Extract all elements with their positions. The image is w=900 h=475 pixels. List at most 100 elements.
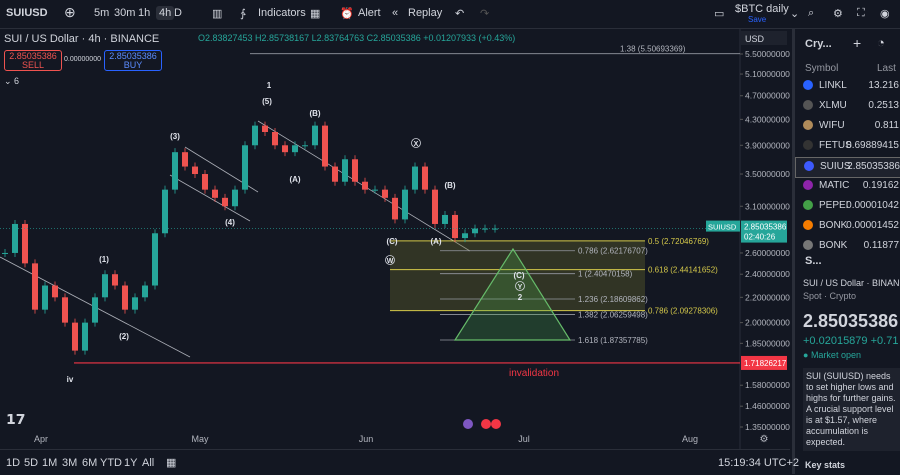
watch-row[interactable]: BONK 0.00001452 bbox=[795, 217, 900, 236]
settings[interactable]: ⚙ bbox=[833, 8, 843, 20]
candle bbox=[42, 285, 48, 310]
add-watch[interactable]: + bbox=[853, 35, 862, 51]
interval[interactable]: 5m bbox=[94, 7, 110, 19]
status: Market open bbox=[810, 350, 861, 360]
candle bbox=[362, 181, 368, 190]
wave-label: 1 bbox=[267, 81, 272, 90]
candle bbox=[212, 189, 218, 198]
details-symbol: S... bbox=[805, 255, 822, 267]
interval[interactable]: 4h bbox=[156, 6, 175, 20]
exchange: BINANCE bbox=[872, 278, 900, 288]
row-icon bbox=[803, 240, 813, 250]
chart: USD 5.50000000 5.10000000 4.70000000 4.30000… bbox=[0, 29, 790, 449]
layout-name[interactable]: $BTC daily bbox=[735, 3, 789, 15]
search[interactable]: ⌕ bbox=[808, 7, 815, 19]
candle bbox=[72, 322, 78, 351]
y-tick-label: 2.60000000 bbox=[745, 248, 790, 258]
indicators-icon: ∱ bbox=[240, 8, 246, 20]
trend-line bbox=[169, 174, 251, 222]
indicator-toggle[interactable]: ⌄ 6 bbox=[4, 76, 20, 86]
watch-row[interactable]: BONK 0.11877 bbox=[795, 237, 900, 256]
wave-label: (1) bbox=[99, 255, 109, 264]
buy-price: 2.85035386 bbox=[109, 51, 157, 61]
change: +0.02015879 bbox=[803, 335, 868, 347]
y-tick-label: 4.30000000 bbox=[745, 114, 790, 124]
alert[interactable]: Alert bbox=[358, 7, 381, 19]
candle bbox=[32, 263, 38, 310]
indicators[interactable]: Indicators bbox=[258, 7, 306, 19]
interval[interactable]: D bbox=[174, 7, 182, 19]
watch-row[interactable]: MATIC 0.19162 bbox=[795, 177, 900, 196]
interval[interactable]: 30m bbox=[114, 7, 136, 19]
wave-label: (C) bbox=[513, 271, 524, 280]
candle bbox=[242, 145, 248, 190]
snapshot[interactable]: ◉ bbox=[880, 8, 890, 20]
candle bbox=[372, 189, 378, 191]
candle bbox=[492, 228, 498, 230]
range-button[interactable]: 6M bbox=[82, 457, 98, 469]
candle bbox=[192, 166, 198, 175]
invalidation-label: invalidation bbox=[509, 368, 559, 379]
row-icon bbox=[803, 140, 813, 150]
details-meta: Spot · Crypto bbox=[803, 291, 857, 301]
watch-row[interactable]: PEPEI 0.00001042 bbox=[795, 197, 900, 216]
row-last: 0.19162 bbox=[862, 180, 899, 191]
symbol-search[interactable]: SUIUSD bbox=[6, 7, 48, 19]
last-price-symbol-box bbox=[706, 220, 740, 232]
x-tick-label: Jun bbox=[359, 434, 374, 444]
wave-label: (A) bbox=[289, 175, 300, 184]
fib-label: 1 (2.40470158) bbox=[578, 270, 633, 279]
watch-row[interactable]: LINKL 13.216 bbox=[795, 77, 900, 96]
save[interactable]: Save bbox=[748, 15, 767, 24]
interval[interactable]: 1h bbox=[138, 7, 151, 19]
wave-label: (3) bbox=[170, 132, 180, 141]
row-last: 13.216 bbox=[868, 80, 899, 91]
candle bbox=[252, 125, 258, 146]
menu[interactable]: ⌄ bbox=[790, 8, 800, 20]
y-tick-label: 4.70000000 bbox=[745, 91, 790, 101]
replay[interactable]: Replay bbox=[408, 7, 443, 19]
range-button[interactable]: 1Y bbox=[124, 457, 138, 469]
range-button[interactable]: All bbox=[142, 457, 155, 469]
replay-icon: « bbox=[392, 7, 399, 19]
templates[interactable]: ▦ bbox=[310, 8, 321, 20]
range-button[interactable]: 5D bbox=[24, 457, 39, 469]
x-tick-label: May bbox=[191, 434, 209, 444]
wave-label: iv bbox=[67, 375, 74, 384]
fullscreen[interactable]: ⛶ bbox=[857, 7, 865, 19]
sell-label: SELL bbox=[21, 60, 45, 70]
wave-circle bbox=[515, 281, 525, 291]
details-name: SUI / US Dollar · BINANCE bbox=[803, 278, 900, 288]
row-symbol: LINKL bbox=[819, 80, 847, 91]
candle bbox=[52, 285, 58, 298]
sell-button[interactable]: 2.85035386 SELL bbox=[4, 50, 62, 71]
watch-menu[interactable]: ◔ bbox=[877, 35, 885, 50]
watch-row[interactable]: FETUS 0.69889415 bbox=[795, 137, 900, 156]
range-button[interactable]: 3M bbox=[62, 457, 78, 469]
date-range[interactable]: ▦ bbox=[166, 457, 177, 469]
watch-row[interactable]: WIFU 0.811 bbox=[795, 117, 900, 136]
buy-button[interactable]: 2.85035386 BUY bbox=[104, 50, 162, 71]
range-button[interactable]: YTD bbox=[100, 457, 122, 469]
candle bbox=[122, 285, 128, 310]
right-panel: Cry... + ◔ Symbol Last LINKL 13.216 XLMU 0.… bbox=[792, 29, 900, 474]
chart-title: SUI / US Dollar · 4h · BINANCE bbox=[4, 33, 160, 45]
candle bbox=[172, 152, 178, 190]
candle bbox=[182, 152, 188, 167]
last-price: 2.85035386 bbox=[744, 223, 787, 232]
candle bbox=[332, 166, 338, 182]
candle bbox=[422, 166, 428, 190]
range-button[interactable]: 1D bbox=[6, 457, 21, 469]
candle bbox=[302, 145, 308, 147]
range-button[interactable]: 1M bbox=[42, 457, 58, 469]
undo[interactable]: ↶ bbox=[455, 8, 465, 20]
watchlist-title[interactable]: Cry... bbox=[805, 38, 832, 50]
watch-row[interactable]: SUIUS 2.85035386 bbox=[795, 157, 900, 178]
watch-row[interactable]: XLMU 0.2513 bbox=[795, 97, 900, 116]
candle bbox=[262, 125, 268, 133]
chart-type[interactable]: ▥ bbox=[212, 8, 223, 20]
add-symbol[interactable]: ⊕ bbox=[64, 4, 76, 20]
redo[interactable]: ↷ bbox=[480, 8, 490, 20]
row-symbol: MATIC bbox=[819, 180, 850, 191]
candle bbox=[202, 174, 208, 190]
